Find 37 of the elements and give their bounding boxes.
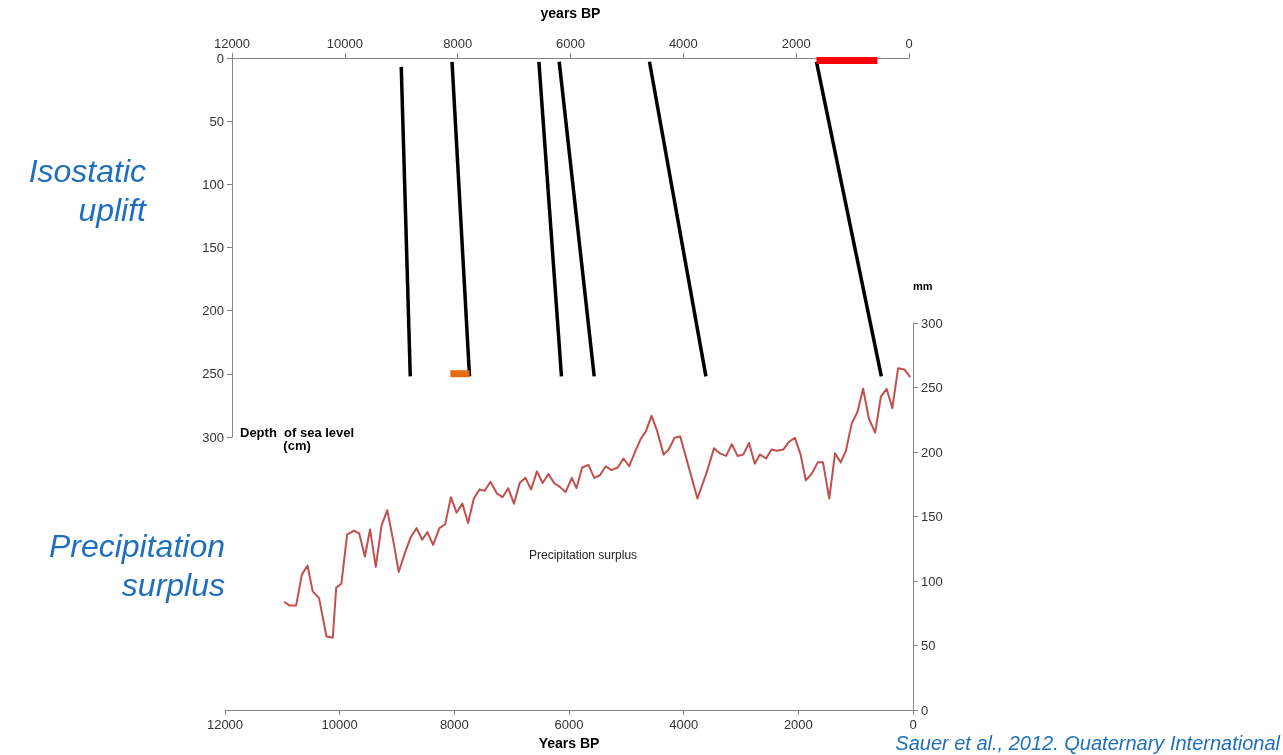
x-tick-label: 12000 (206, 717, 244, 733)
x-tick-label: 2000 (781, 36, 811, 51)
x-tick-label: 6000 (556, 36, 585, 51)
x-tick-label: 8000 (443, 36, 473, 51)
x-tick-label: 10000 (321, 717, 358, 733)
x-tick-label: 6000 (554, 717, 584, 733)
y-tick-label: 250 (202, 366, 224, 382)
x-tick-label: 4000 (668, 36, 698, 51)
text: Precipitation surplus (48, 528, 225, 603)
y2-tick-label: 0 (921, 702, 929, 718)
x-axis-title: years BP (540, 5, 601, 21)
x-tick-label: 8000 (439, 717, 469, 733)
y2-tick-label: 50 (921, 638, 936, 654)
annotation: Depth of sea level (cm) (240, 425, 355, 453)
y2-tick-label: 150 (921, 509, 943, 525)
x-tick-label: 2000 (783, 717, 813, 733)
y2-tick-label: 300 (921, 315, 943, 331)
y-tick-label: 50 (209, 113, 224, 129)
y-tick-label: 100 (202, 176, 224, 192)
x-tick-label: 4000 (669, 717, 699, 733)
text: Precipitation surplus (529, 548, 638, 562)
y-tick-label: 0 (216, 50, 224, 66)
x-tick-label: 10000 (326, 36, 363, 51)
x-tick-label: 0 (909, 717, 917, 733)
x-tick-label: 12000 (213, 36, 251, 51)
y2-axis-title: mm (913, 279, 933, 292)
x-axis-title: Years BP (538, 735, 600, 751)
x-tick-label: 0 (905, 36, 913, 51)
text: Isostatic uplift (28, 153, 148, 228)
text: Sauer et al., 2012. Quaternary International (895, 732, 1281, 754)
y2-tick-label: 100 (921, 573, 943, 589)
y-tick-label: 300 (202, 429, 224, 445)
y-tick-label: 200 (202, 303, 224, 319)
line-series (283, 367, 912, 639)
y2-tick-label: 200 (921, 444, 943, 460)
y2-tick-label: 250 (921, 380, 943, 396)
y-tick-label: 150 (202, 240, 224, 255)
